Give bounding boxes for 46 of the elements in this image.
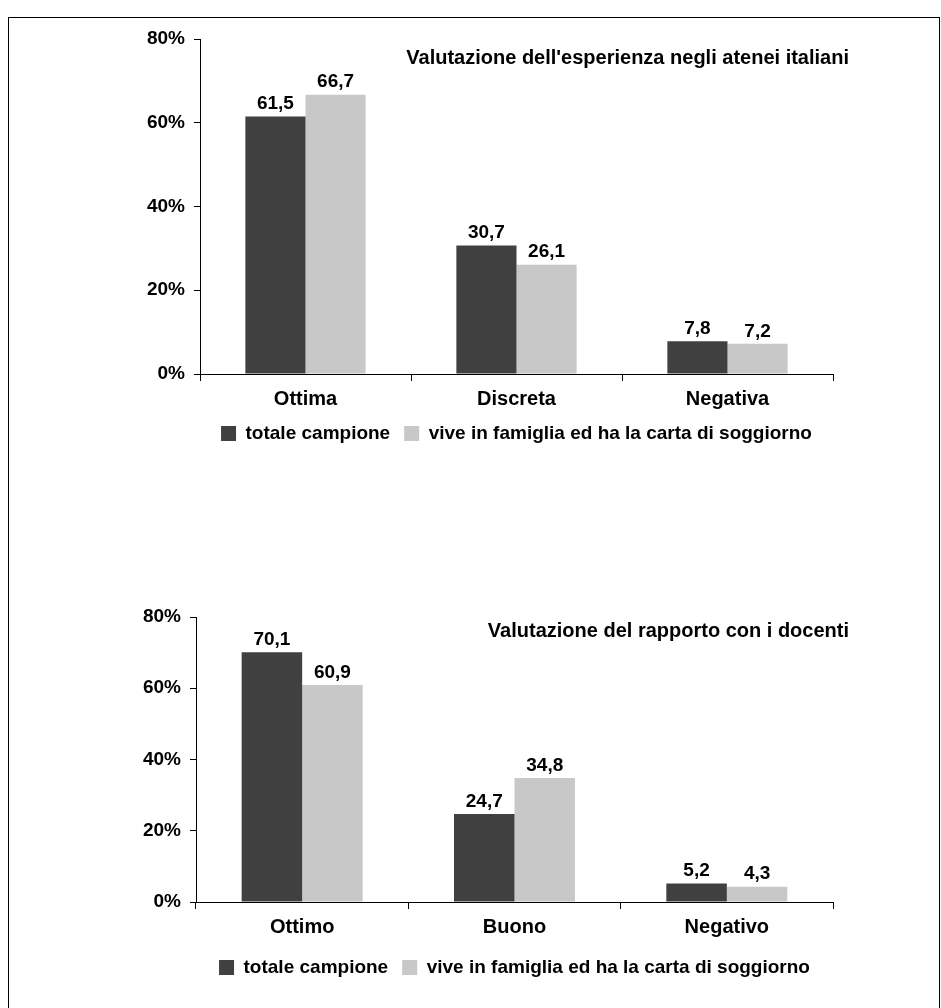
data-label: 60,9 [313, 660, 351, 682]
data-label: 4,3 [743, 862, 771, 884]
data-label: 7,8 [684, 317, 711, 339]
y-tick-label: 20% [142, 818, 182, 840]
y-tick-label: 60% [142, 676, 182, 698]
y-tick-label: 60% [146, 110, 186, 132]
bar [456, 245, 517, 374]
x-tick-label: Discreta [477, 386, 557, 409]
data-label: 34,8 [526, 753, 564, 775]
legend-label: vive in famiglia ed ha la carta di soggiorno [426, 955, 810, 977]
legend-label: totale campione [245, 421, 391, 443]
x-tick-label: Negativa [685, 386, 771, 409]
data-label: 7,2 [744, 319, 771, 341]
x-tick-label: Ottima [273, 386, 339, 409]
x-tick-label: Negativo [684, 914, 770, 937]
y-tick-label: 80% [146, 27, 186, 49]
data-label: 70,1 [253, 628, 291, 649]
bar [726, 886, 788, 902]
bar [666, 883, 727, 902]
legend-label: totale campione [243, 955, 389, 977]
y-tick-label: 0% [153, 890, 182, 912]
bar [241, 652, 303, 902]
y-tick-label: 80% [142, 605, 182, 627]
data-label: 66,7 [317, 70, 355, 92]
data-label: 61,5 [256, 92, 295, 114]
bar [727, 343, 788, 374]
bar [453, 814, 515, 902]
y-tick-label: 20% [146, 278, 186, 300]
bar [302, 685, 363, 902]
data-label: 30,7 [467, 221, 505, 243]
y-tick-label: 40% [146, 194, 186, 216]
bar [245, 116, 306, 374]
bar [514, 778, 576, 902]
chart-title: Valutazione del rapporto con i docenti [487, 618, 849, 641]
x-tick-label: Ottimo [269, 914, 335, 937]
bar [667, 341, 728, 374]
legend-label: vive in famiglia ed ha la carta di soggiorno [428, 421, 812, 443]
bar [516, 264, 577, 374]
x-tick-label: Buono [482, 914, 547, 937]
data-label: 5,2 [683, 859, 710, 881]
y-tick-label: 0% [157, 362, 186, 384]
data-label: 24,7 [465, 789, 503, 811]
bar [305, 94, 366, 374]
data-label: 26,1 [528, 240, 566, 262]
chart-title: Valutazione dell'esperienza negli atenei italiani [406, 45, 849, 68]
y-tick-label: 40% [142, 747, 182, 769]
